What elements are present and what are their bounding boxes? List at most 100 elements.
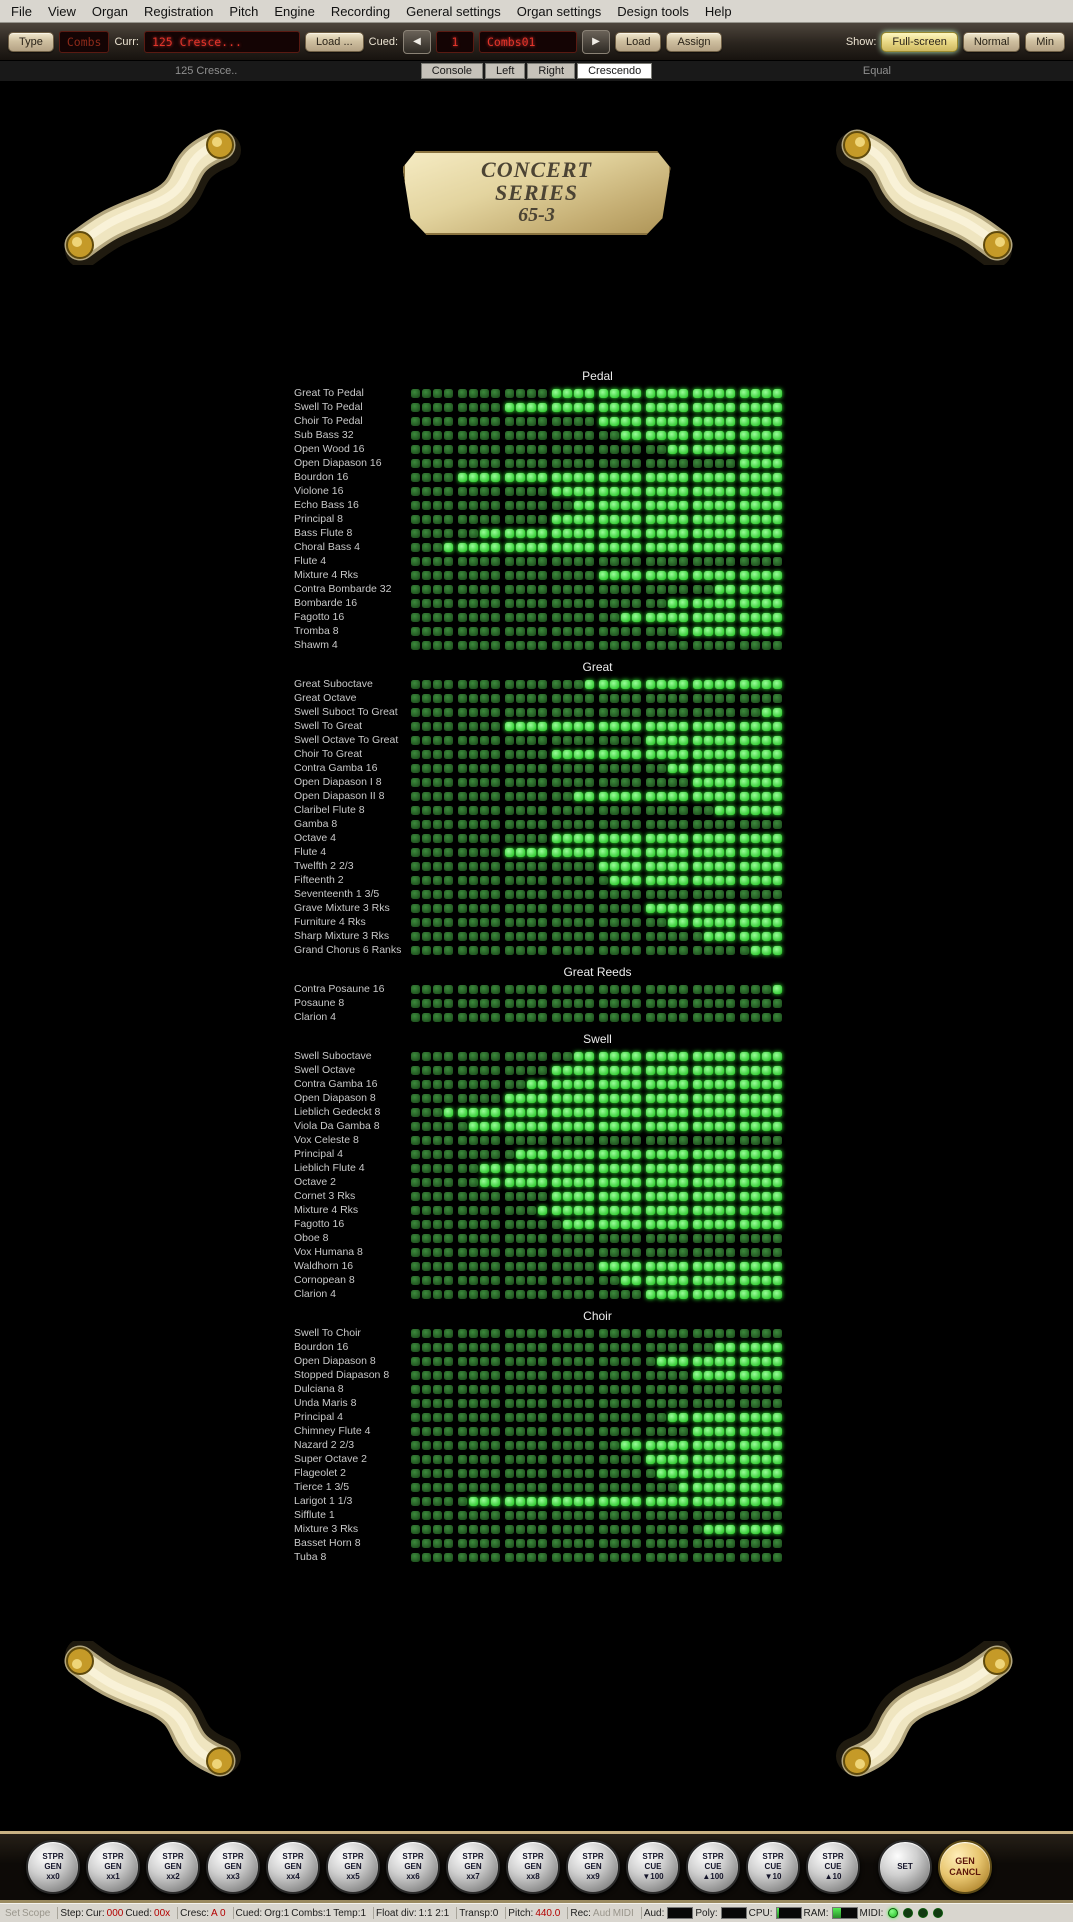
stage-cell[interactable] — [704, 1121, 713, 1131]
stage-cell[interactable] — [433, 486, 442, 496]
stage-cell[interactable] — [444, 612, 453, 622]
stage-cell[interactable] — [646, 430, 655, 440]
stage-cell[interactable] — [693, 847, 702, 857]
stage-cell[interactable] — [411, 749, 420, 759]
stage-cell[interactable] — [632, 402, 641, 412]
stage-cell[interactable] — [740, 458, 749, 468]
stage-cell[interactable] — [610, 416, 619, 426]
stage-cell[interactable] — [480, 1107, 489, 1117]
stage-cell[interactable] — [491, 693, 500, 703]
stage-cell[interactable] — [668, 1468, 677, 1478]
rec-midi-toggle[interactable]: MIDI — [612, 1907, 634, 1919]
stage-cell[interactable] — [469, 777, 478, 787]
stage-cell[interactable] — [527, 458, 536, 468]
stage-cell[interactable] — [668, 1219, 677, 1229]
stage-cell[interactable] — [491, 1261, 500, 1271]
stage-cell[interactable] — [433, 626, 442, 636]
stage-cell[interactable] — [469, 763, 478, 773]
stage-cell[interactable] — [538, 1065, 547, 1075]
stage-cell[interactable] — [538, 1163, 547, 1173]
stage-cell[interactable] — [574, 1552, 583, 1562]
stage-cell[interactable] — [668, 1163, 677, 1173]
stage-cell[interactable] — [632, 486, 641, 496]
stage-cell[interactable] — [505, 1275, 514, 1285]
stage-cell[interactable] — [704, 486, 713, 496]
stage-cell[interactable] — [538, 1079, 547, 1089]
stage-cell[interactable] — [668, 388, 677, 398]
stage-cell[interactable] — [552, 1412, 561, 1422]
stage-cell[interactable] — [491, 777, 500, 787]
stage-cell[interactable] — [646, 1177, 655, 1187]
stage-cell[interactable] — [585, 1496, 594, 1506]
stage-cell[interactable] — [668, 889, 677, 899]
stage-cell[interactable] — [740, 1012, 749, 1022]
stage-cell[interactable] — [646, 1205, 655, 1215]
stage-cell[interactable] — [505, 1524, 514, 1534]
stage-cell[interactable] — [491, 1219, 500, 1229]
stage-cell[interactable] — [610, 735, 619, 745]
stage-cell[interactable] — [505, 1177, 514, 1187]
stage-cell[interactable] — [574, 486, 583, 496]
stage-cell[interactable] — [563, 1012, 572, 1022]
stage-cell[interactable] — [751, 1135, 760, 1145]
stage-cell[interactable] — [480, 640, 489, 650]
stage-cell[interactable] — [751, 500, 760, 510]
stage-cell[interactable] — [458, 1384, 467, 1394]
stage-cell[interactable] — [704, 1482, 713, 1492]
stage-cell[interactable] — [458, 388, 467, 398]
stage-cell[interactable] — [621, 1051, 630, 1061]
stage-cell[interactable] — [646, 693, 655, 703]
stage-cell[interactable] — [740, 626, 749, 636]
stage-cell[interactable] — [740, 612, 749, 622]
stage-cell[interactable] — [563, 1107, 572, 1117]
stage-cell[interactable] — [621, 598, 630, 608]
stage-cell[interactable] — [657, 1261, 666, 1271]
stage-cell[interactable] — [715, 1275, 724, 1285]
stage-cell[interactable] — [762, 1524, 771, 1534]
stage-cell[interactable] — [574, 528, 583, 538]
stage-cell[interactable] — [422, 721, 431, 731]
piston-10-stpr-cue-100[interactable]: STPR CUE ▼100 — [626, 1840, 680, 1894]
stage-cell[interactable] — [715, 1398, 724, 1408]
stage-cell[interactable] — [480, 514, 489, 524]
stage-cell[interactable] — [646, 388, 655, 398]
stage-cell[interactable] — [444, 402, 453, 412]
stage-cell[interactable] — [585, 1247, 594, 1257]
stage-cell[interactable] — [621, 1233, 630, 1243]
stage-cell[interactable] — [668, 875, 677, 885]
stage-cell[interactable] — [621, 903, 630, 913]
stage-cell[interactable] — [621, 749, 630, 759]
stage-cell[interactable] — [599, 388, 608, 398]
stage-cell[interactable] — [444, 998, 453, 1008]
stage-cell[interactable] — [527, 1135, 536, 1145]
stage-cell[interactable] — [740, 847, 749, 857]
stage-cell[interactable] — [552, 1342, 561, 1352]
stage-cell[interactable] — [646, 584, 655, 594]
stage-cell[interactable] — [657, 833, 666, 843]
piston-4-stpr-gen-xx4[interactable]: STPR GEN xx4 — [266, 1840, 320, 1894]
stage-cell[interactable] — [516, 1012, 525, 1022]
stage-cell[interactable] — [679, 693, 688, 703]
stage-cell[interactable] — [433, 1261, 442, 1271]
stage-cell[interactable] — [563, 1051, 572, 1061]
stage-cell[interactable] — [693, 402, 702, 412]
stage-cell[interactable] — [574, 1510, 583, 1520]
stage-cell[interactable] — [704, 735, 713, 745]
stage-cell[interactable] — [621, 556, 630, 566]
stage-cell[interactable] — [458, 1412, 467, 1422]
stage-cell[interactable] — [679, 1107, 688, 1117]
stage-cell[interactable] — [411, 1275, 420, 1285]
stage-cell[interactable] — [762, 917, 771, 927]
stage-cell[interactable] — [433, 1079, 442, 1089]
stage-cell[interactable] — [444, 1163, 453, 1173]
stage-cell[interactable] — [527, 1191, 536, 1201]
stage-cell[interactable] — [726, 528, 735, 538]
stage-cell[interactable] — [599, 1191, 608, 1201]
stage-cell[interactable] — [668, 584, 677, 594]
stage-cell[interactable] — [574, 1191, 583, 1201]
stage-cell[interactable] — [469, 875, 478, 885]
stage-cell[interactable] — [704, 998, 713, 1008]
stage-cell[interactable] — [762, 570, 771, 580]
stage-cell[interactable] — [552, 1510, 561, 1520]
stage-cell[interactable] — [585, 388, 594, 398]
